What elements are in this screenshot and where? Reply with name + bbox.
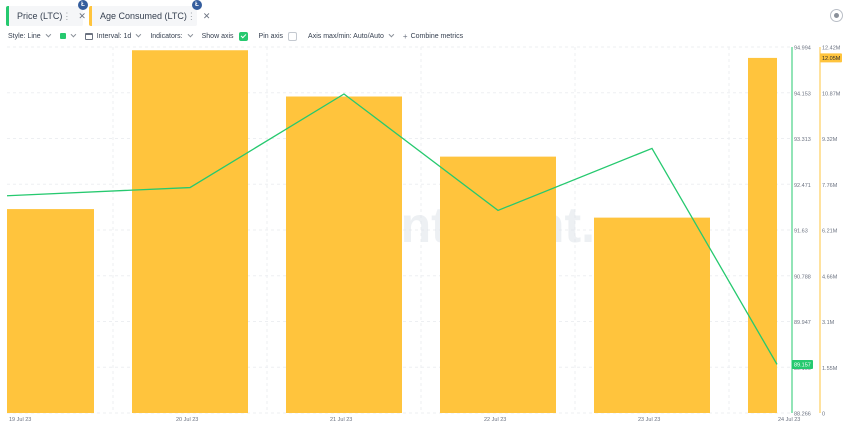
combine-metrics-button[interactable]: + Combine metrics (403, 32, 463, 41)
interval-dropdown[interactable]: Interval: 1d (84, 31, 142, 40)
x-axis-tick-label: 20 Jul 23 (176, 417, 198, 423)
bar-age-consumed (594, 217, 710, 413)
pin-axis-toggle[interactable]: Pin axis (258, 31, 298, 41)
bar-age-consumed (286, 96, 402, 413)
right-axis-tick-label: 1.55M (822, 366, 838, 372)
left-axis-tick-label: 94.994 (794, 46, 811, 52)
pin-axis-label: Pin axis (258, 32, 284, 40)
bar-age-consumed (132, 50, 248, 413)
right-axis-tick-label: 3.1M (822, 320, 835, 326)
chart-toolbar: Style: Line Interval: 1d Indicators: Sho… (8, 30, 474, 42)
age-current-value: 12.05M (822, 56, 841, 62)
age-current-badge (820, 53, 842, 63)
right-axis-tick-label: 6.21M (822, 229, 838, 235)
plus-icon: + (402, 31, 408, 41)
metric-tab-label: Age Consumed (LTC) (100, 11, 187, 21)
style-label: Style: Line (8, 32, 41, 40)
calendar-icon (84, 32, 93, 40)
show-axis-toggle[interactable]: Show axis (201, 31, 248, 41)
metric-tab-price[interactable]: Price (LTC) ⋮ ✕ Ł (6, 0, 88, 26)
x-axis-tick-label: 23 Jul 23 (638, 417, 660, 423)
metric-tab-label: Price (LTC) (17, 11, 63, 21)
left-axis-tick-label: 91.63 (794, 229, 808, 235)
right-axis-tick-label: 7.76M (822, 183, 838, 189)
bar-age-consumed (7, 209, 94, 413)
metric-tab-age-consumed[interactable]: Age Consumed (LTC) ⋮ ✕ Ł (89, 0, 210, 26)
more-options-icon[interactable]: ⋮ (186, 10, 196, 21)
right-axis-tick-label: 10.87M (822, 91, 841, 97)
indicators-dropdown[interactable]: Indicators: (150, 31, 193, 40)
more-options-icon[interactable]: ⋮ (62, 10, 72, 21)
axis-minmax-label: Axis max/min: Auto/Auto (308, 32, 384, 40)
litecoin-icon: Ł (192, 0, 202, 10)
interval-label: Interval: 1d (96, 32, 132, 40)
right-axis-tick-label: 0 (822, 412, 825, 418)
right-axis-tick-label: 9.32M (822, 137, 838, 143)
metric-tabs: Price (LTC) ⋮ ✕ Ł Age Consumed (LTC) ⋮ ✕… (6, 0, 210, 26)
left-axis-tick-label: 94.153 (794, 91, 811, 97)
settings-icon[interactable] (830, 9, 843, 22)
style-dropdown[interactable]: Style: Line (8, 31, 51, 40)
bar-age-consumed (440, 156, 556, 414)
left-axis-tick-label: 88.266 (794, 412, 811, 418)
indicators-label: Indicators: (150, 32, 183, 40)
x-axis-tick-label: 24 Jul 23 (778, 417, 800, 423)
left-axis-tick-label: 93.313 (794, 137, 811, 143)
show-axis-checkbox[interactable] (238, 31, 248, 41)
color-picker[interactable] (59, 31, 76, 39)
price-current-value: 89.157 (794, 363, 811, 369)
color-swatch (59, 33, 66, 39)
right-axis-tick-label: 12.42M (822, 46, 841, 52)
pin-axis-checkbox[interactable] (288, 31, 298, 41)
price-current-badge (792, 360, 813, 370)
combine-metrics-label: Combine metrics (410, 32, 464, 40)
close-icon[interactable]: ✕ (78, 10, 86, 21)
right-axis-tick-label: 4.66M (822, 274, 838, 280)
left-axis-tick-label: 89.947 (794, 320, 811, 326)
close-icon[interactable]: ✕ (202, 10, 211, 21)
left-axis-tick-label: 92.471 (794, 183, 811, 189)
x-axis-tick-label: 22 Jul 23 (484, 417, 506, 423)
x-axis-tick-label: 19 Jul 23 (9, 417, 31, 423)
left-axis-tick-label: 90.788 (794, 274, 811, 280)
bar-age-consumed (748, 57, 777, 413)
axis-minmax-dropdown[interactable]: Axis max/min: Auto/Auto (308, 31, 395, 40)
x-axis-tick-label: 21 Jul 23 (330, 417, 352, 423)
show-axis-label: Show axis (201, 32, 234, 40)
litecoin-icon: Ł (78, 0, 88, 10)
price-line (6, 93, 778, 365)
